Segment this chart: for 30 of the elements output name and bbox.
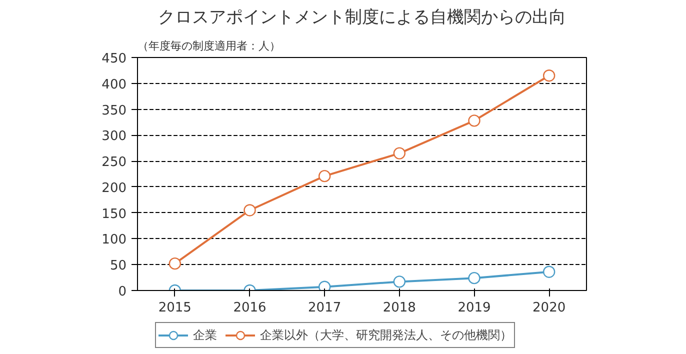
y-tick-label: 400 xyxy=(102,77,127,92)
y-tick-label: 300 xyxy=(102,129,127,144)
x-tick-label: 2016 xyxy=(233,300,266,316)
point xyxy=(318,280,331,290)
y-tick-label: 350 xyxy=(102,103,127,118)
y-tick-label: 250 xyxy=(102,155,127,170)
legend-label: 企業 xyxy=(193,326,217,344)
y-tick-label: 150 xyxy=(102,206,127,222)
chart-title: クロスアポイントメント制度による自機関からの出向 xyxy=(158,8,566,28)
point xyxy=(244,204,256,216)
point xyxy=(468,114,480,127)
y-tick-label: 450 xyxy=(102,52,127,66)
y-tick-label: 50 xyxy=(110,258,127,274)
point xyxy=(393,147,406,160)
x-tick-label: 2019 xyxy=(458,300,491,316)
point xyxy=(542,266,556,278)
point xyxy=(393,276,406,288)
point xyxy=(168,257,182,270)
point xyxy=(468,272,480,284)
x-tick-label: 2017 xyxy=(308,300,342,316)
legend-label: 企業以外（大学、研究開発法人、その他機関） xyxy=(260,326,512,344)
y-tick-label: 100 xyxy=(102,232,127,248)
point xyxy=(542,70,556,82)
x-tick-label: 2018 xyxy=(382,300,416,316)
x-tick-label: 2020 xyxy=(532,300,566,316)
point xyxy=(318,170,331,182)
x-tick-label: 2015 xyxy=(158,300,192,316)
y-tick-label: 200 xyxy=(102,180,127,196)
y-tick-label: 0 xyxy=(118,284,127,300)
chart-subtitle: （年度毎の制度適用者：人） xyxy=(138,40,280,52)
